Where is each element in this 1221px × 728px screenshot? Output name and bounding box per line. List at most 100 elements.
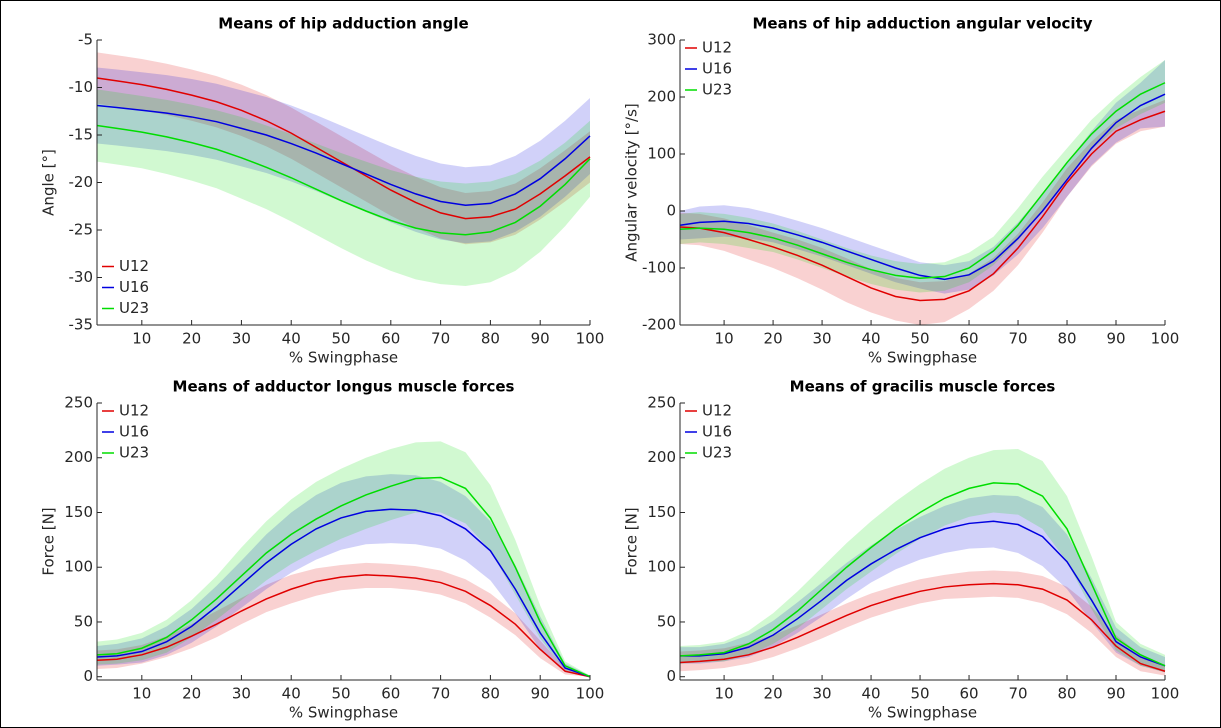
legend-label: U16 (702, 60, 732, 78)
x-tick-label: 90 (531, 685, 550, 703)
y-tick-label: 50 (657, 612, 676, 630)
x-tick-label: 20 (182, 685, 201, 703)
mean-line (680, 520, 1166, 667)
x-tick-label: 50 (331, 330, 350, 348)
mean-line (679, 482, 1166, 667)
x-tick-label: 30 (813, 685, 832, 703)
legend-label: U23 (702, 444, 732, 462)
x-axis-label: % Swingphase (868, 349, 977, 367)
x-tick-label: 30 (232, 685, 251, 703)
y-tick-label: -15 (69, 126, 94, 144)
legend-label: U23 (119, 299, 149, 317)
mean-line (679, 93, 1166, 281)
x-tick-label: 10 (715, 330, 734, 348)
y-tick-label: 0 (666, 667, 676, 685)
y-tick-label: -25 (69, 221, 94, 239)
x-tick-label: 100 (1151, 685, 1180, 703)
y-axis-label: Force [N] (40, 507, 58, 575)
y-tick-label: 100 (647, 558, 676, 576)
x-tick-label: 80 (481, 330, 500, 348)
legend-label: U12 (119, 402, 149, 420)
std-band (97, 52, 590, 245)
std-band (97, 474, 590, 677)
x-tick-label: 80 (1057, 330, 1076, 348)
legend-label: U23 (119, 444, 149, 462)
legend-label: U23 (702, 81, 732, 99)
subplot: Means of adductor longus muscle forces 10… (40, 378, 605, 722)
x-axis-label: % Swingphase (868, 704, 977, 722)
legend-label: U16 (702, 423, 732, 441)
legend-label: U12 (702, 39, 732, 57)
legend-label: U12 (702, 402, 732, 420)
std-band (680, 59, 1165, 293)
chart-title: Means of gracilis muscle forces (790, 378, 1056, 396)
y-tick-label: -30 (69, 268, 94, 286)
mean-line (96, 508, 591, 678)
x-tick-label: 10 (715, 685, 734, 703)
chart-title: Means of hip adduction angular velocity (752, 15, 1092, 33)
y-tick-label: 200 (647, 88, 676, 106)
x-tick-label: 70 (431, 685, 450, 703)
x-tick-label: 10 (132, 685, 151, 703)
x-tick-label: 20 (764, 330, 783, 348)
y-axis-label: Force [N] (623, 507, 641, 575)
std-band (97, 441, 590, 677)
legend: U12 U16 U23 (685, 39, 732, 99)
mean-line (96, 104, 591, 207)
legend-label: U12 (119, 257, 149, 275)
subplot: Means of hip adduction angle 10 20 30 40 50 60… (40, 15, 605, 367)
mean-line (679, 110, 1166, 302)
x-tick-label: 30 (232, 330, 251, 348)
y-tick-label: 250 (64, 394, 93, 412)
y-tick-label: 0 (666, 202, 676, 220)
chart-title: Means of adductor longus muscle forces (173, 378, 515, 396)
std-band (97, 67, 590, 244)
std-band (680, 99, 1165, 325)
x-tick-label: 60 (959, 685, 978, 703)
std-band (680, 494, 1165, 673)
x-tick-label: 10 (132, 330, 151, 348)
y-axis-label: Angular velocity [°/s] (623, 103, 641, 262)
legend-label: U16 (119, 423, 149, 441)
y-tick-label: 200 (64, 448, 93, 466)
x-tick-label: 90 (1106, 330, 1125, 348)
y-tick-label: -100 (642, 259, 676, 277)
x-tick-label: 80 (481, 685, 500, 703)
y-tick-label: 300 (647, 31, 676, 49)
chart-title: Means of hip adduction angle (218, 15, 468, 33)
mean-line (96, 574, 591, 678)
mean-line (96, 476, 591, 678)
x-tick-label: 60 (959, 330, 978, 348)
y-tick-label: 50 (74, 612, 93, 630)
x-tick-label: 70 (431, 330, 450, 348)
x-tick-label: 50 (331, 685, 350, 703)
std-band (97, 89, 590, 287)
subplot: Means of hip adduction angular velocity 1… (623, 15, 1180, 367)
x-tick-label: 90 (1106, 685, 1125, 703)
mean-line (96, 77, 591, 220)
y-tick-label: 250 (647, 394, 676, 412)
subplot: Means of gracilis muscle forces 10 20 30 40 5… (623, 378, 1180, 722)
x-tick-label: 90 (531, 330, 550, 348)
y-tick-label: -200 (642, 316, 676, 334)
x-tick-label: 100 (576, 685, 605, 703)
y-tick-label: 150 (64, 503, 93, 521)
y-tick-label: -35 (69, 316, 94, 334)
y-tick-label: -10 (69, 78, 94, 96)
x-tick-label: 70 (1008, 685, 1027, 703)
x-tick-label: 40 (862, 685, 881, 703)
x-tick-label: 40 (282, 330, 301, 348)
x-tick-label: 20 (764, 685, 783, 703)
std-band (680, 59, 1165, 294)
x-tick-label: 100 (1151, 330, 1180, 348)
x-tick-label: 50 (911, 330, 930, 348)
y-tick-label: 0 (83, 667, 93, 685)
mean-line (679, 582, 1166, 672)
y-tick-label: 200 (647, 448, 676, 466)
y-tick-label: -5 (78, 31, 93, 49)
x-tick-label: 60 (381, 330, 400, 348)
x-tick-label: 20 (182, 330, 201, 348)
y-tick-label: 100 (647, 145, 676, 163)
